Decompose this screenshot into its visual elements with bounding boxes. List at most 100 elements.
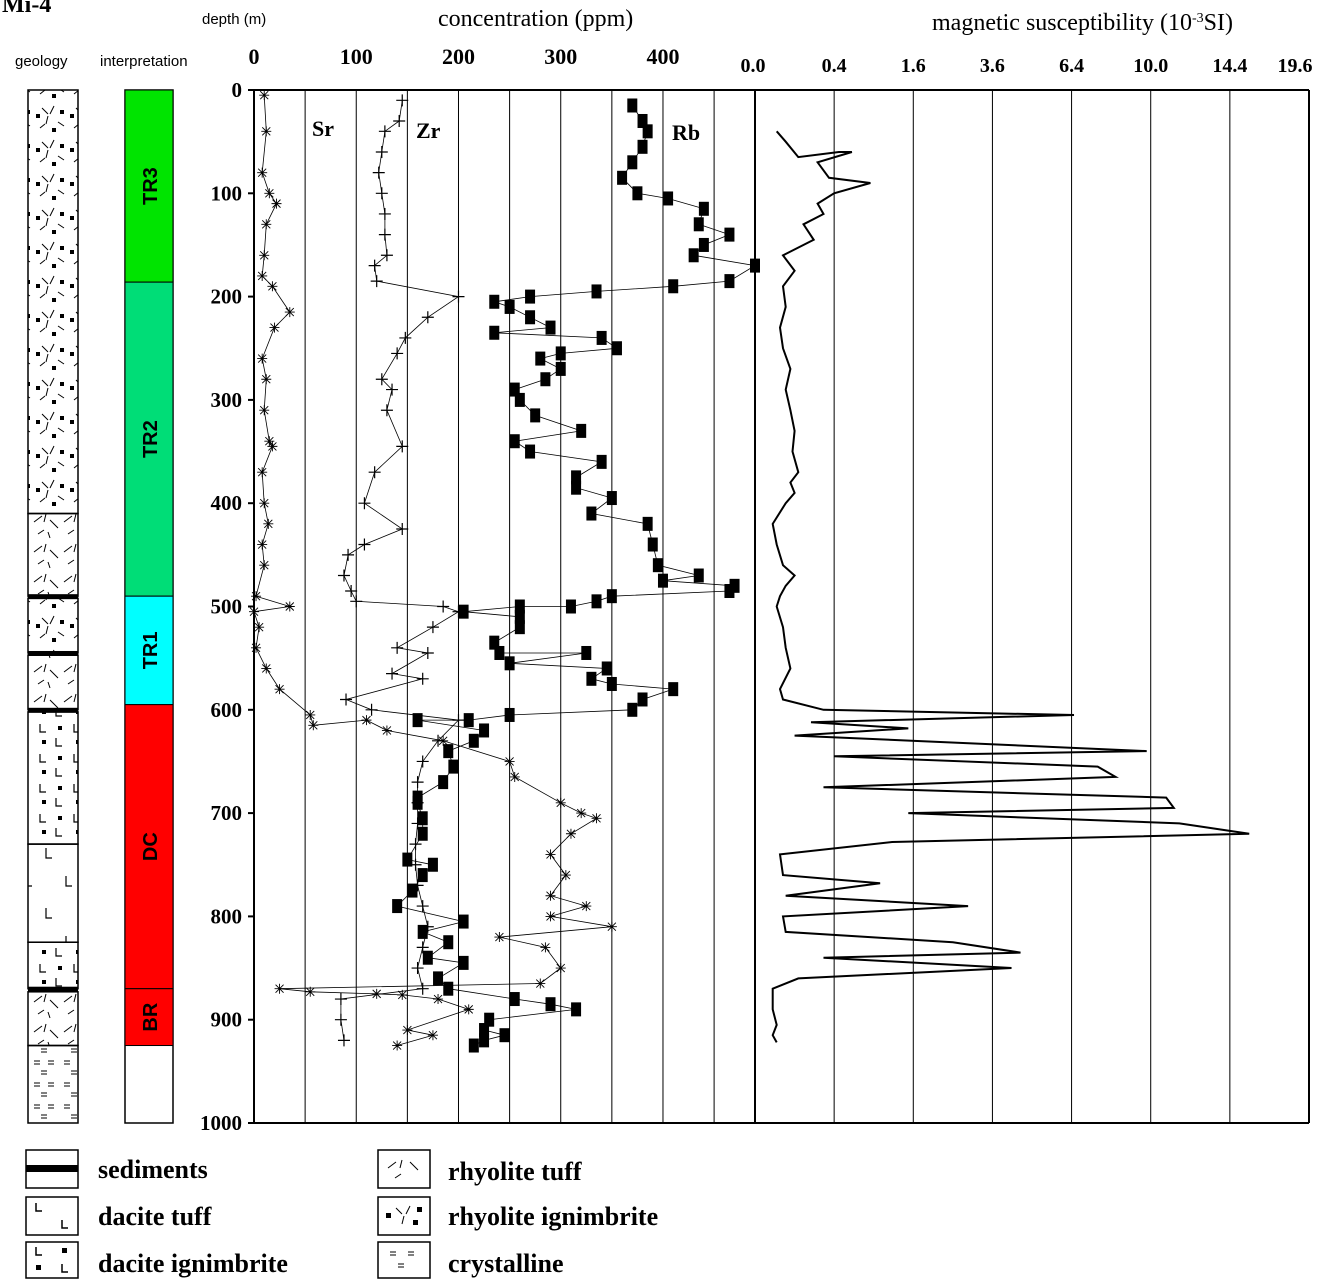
series-rb-point: [627, 98, 638, 113]
legend-item-sediments: sediments: [25, 1149, 208, 1189]
series-rb-point: [417, 826, 428, 841]
series-sr-point: [257, 167, 268, 178]
series-rb-point: [514, 609, 525, 624]
series-rb-point: [525, 444, 536, 459]
series-rb-point: [479, 1023, 490, 1038]
series-sr-point: [308, 720, 319, 731]
series-rb-point: [443, 935, 454, 950]
concentration-tick-label: 100: [340, 44, 373, 69]
series-sr-point: [494, 932, 505, 943]
concentration-tick-label: 400: [646, 44, 679, 69]
series-sr-point: [261, 126, 272, 137]
series-zr-point: [452, 290, 465, 303]
series-sr-point: [545, 890, 556, 901]
series-sr-point: [259, 90, 270, 101]
legend-label-crystalline: crystalline: [448, 1249, 564, 1278]
series-zr-point: [416, 900, 429, 913]
interpretation-unit-label: TR3: [140, 167, 162, 205]
legend-item-crystalline: crystalline: [377, 1241, 564, 1279]
series-zr-point: [337, 1034, 350, 1047]
series-rb-point: [571, 480, 582, 495]
series-rb-point: [668, 682, 679, 697]
series-sr-point: [267, 281, 278, 292]
series-sr-point: [274, 983, 285, 994]
series-rb-point: [489, 325, 500, 340]
geology-unit: [27, 89, 79, 515]
concentration-tick-label: 200: [442, 44, 475, 69]
series-zr-point: [411, 776, 424, 789]
series-rb-point: [509, 992, 520, 1007]
series-sr-line: [253, 95, 612, 1046]
series-sr-point: [254, 622, 265, 633]
series-rb-point: [668, 279, 679, 294]
series-zr-point: [421, 311, 434, 324]
series-zr-point: [416, 982, 429, 995]
magnetic-tick-label: 1.6: [901, 55, 926, 77]
series-rb-point: [525, 310, 536, 325]
series-rb-point: [468, 1038, 479, 1053]
depth-tick-label: 100: [211, 181, 243, 205]
series-sr-point: [504, 756, 515, 767]
concentration-tick-label: 0: [249, 44, 260, 69]
series-sr-point: [545, 911, 556, 922]
series-zr-point: [375, 373, 388, 386]
series-rb-point: [479, 723, 490, 738]
series-sr-point: [259, 250, 270, 261]
series-sr-point: [274, 684, 285, 695]
series-rb-point: [458, 914, 469, 929]
depth-tick-label: 500: [211, 595, 243, 619]
interpretation-unit: [124, 704, 174, 990]
series-rb-point: [663, 191, 674, 206]
series-zr-point: [380, 404, 393, 417]
series-zr-point: [411, 962, 424, 975]
series-zr-point: [391, 641, 404, 654]
series-rb-point: [479, 1033, 490, 1048]
series-rb-point: [693, 568, 704, 583]
series-zr: [334, 94, 465, 1047]
magnetic-grid: [833, 90, 1231, 1123]
series-rb-point: [433, 971, 444, 986]
series-rb-point: [535, 351, 546, 366]
label-sr: Sr: [312, 116, 334, 141]
series-rb-point: [632, 186, 643, 201]
geology-unit: [28, 594, 78, 600]
series-rb-point: [427, 857, 438, 872]
series-rb-point: [484, 1012, 495, 1027]
series-rb-point: [458, 955, 469, 970]
interpretation-column-header: interpretation: [100, 53, 188, 70]
series-rb-point: [565, 599, 576, 614]
series-zr-point: [409, 838, 422, 851]
series-sr-point: [257, 539, 268, 550]
series-sr-point: [576, 808, 587, 819]
interpretation-unit-label: DC: [140, 832, 162, 861]
series-sr-point: [257, 467, 268, 478]
series-rb-point: [586, 506, 597, 521]
interpretation-unit-label: TR2: [140, 420, 162, 458]
series-zr-point: [368, 259, 381, 272]
series-sr-point: [606, 921, 617, 932]
series-sr-point: [305, 709, 316, 720]
series-zr-point: [396, 94, 409, 107]
series-sr-point: [463, 1004, 474, 1015]
series-zr-point: [391, 347, 404, 360]
series-rb-point: [657, 573, 668, 588]
series-rb-point: [637, 113, 648, 128]
legend-item-rhyolite-tuff: rhyolite tuff: [377, 1149, 582, 1189]
series-zr-point: [368, 466, 381, 479]
series-sr-point: [259, 498, 270, 509]
series-sr-point: [535, 978, 546, 989]
legend-label-dacite-tuff: dacite tuff: [98, 1202, 212, 1231]
series-zr-point: [421, 646, 434, 659]
series-sr-point: [261, 663, 272, 674]
series-rb-point: [581, 645, 592, 660]
geology-unit: [28, 650, 78, 656]
series-zr-point: [365, 703, 378, 716]
series-sr-point: [565, 828, 576, 839]
series-zr-point: [386, 667, 399, 680]
series-rb-point: [530, 408, 541, 423]
series-rb-point: [494, 645, 505, 660]
series-rb-point: [545, 320, 556, 335]
series-zr-point: [337, 569, 350, 582]
series-rb-point: [642, 124, 653, 139]
